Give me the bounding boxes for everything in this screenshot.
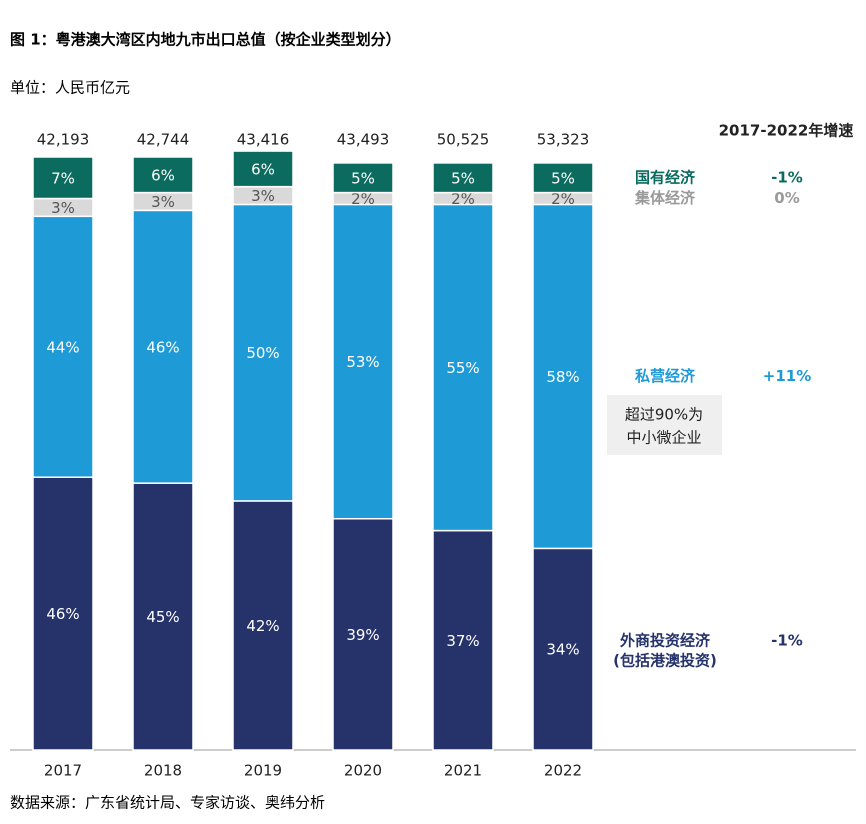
bar-segment: [232, 500, 294, 751]
value-label: 3%: [251, 187, 275, 205]
annotation: 超过90%为: [625, 406, 703, 424]
bar-segment: [232, 203, 294, 502]
value-label: 3%: [51, 199, 75, 217]
total-label: 42,744: [137, 131, 190, 149]
value-label: 6%: [151, 166, 175, 184]
bar-segment: [432, 162, 494, 194]
legend-note: (包括港澳投资): [613, 652, 717, 670]
value-label: 39%: [346, 626, 379, 644]
total-label: 43,493: [337, 131, 390, 149]
legend-label: 私营经济: [634, 367, 696, 385]
growth-label: 0%: [774, 189, 799, 207]
bar-segment: [532, 203, 594, 550]
bar-segment: [332, 517, 394, 751]
value-label: 45%: [146, 608, 179, 626]
value-label: 58%: [546, 368, 579, 386]
bar-segment: [32, 156, 94, 200]
value-label: 44%: [46, 338, 79, 356]
bar-segment: [132, 482, 194, 751]
legend-label: 国有经济: [635, 168, 696, 186]
total-label: 50,525: [437, 131, 490, 149]
chart-subtitle: 单位：人民币亿元: [10, 79, 130, 97]
bar-segment: [432, 529, 494, 751]
x-tick-label: 2018: [144, 762, 182, 780]
value-label: 42%: [246, 617, 279, 635]
bar-segment: [32, 476, 94, 751]
total-label: 42,193: [37, 131, 90, 149]
bar-segment: [132, 209, 194, 484]
bar-segment: [32, 215, 94, 478]
chart-title: 图 1：粤港澳大湾区内地九市出口总值（按企业类型划分）: [10, 31, 401, 49]
bar-segment: [132, 156, 194, 194]
annotation: 中小微企业: [626, 429, 701, 447]
x-tick-label: 2021: [444, 762, 482, 780]
value-label: 34%: [546, 641, 579, 659]
value-label: 5%: [551, 169, 575, 187]
growth-label: +11%: [763, 367, 811, 385]
annotation-box: [607, 395, 722, 455]
x-tick-label: 2017: [44, 762, 82, 780]
value-label: 7%: [51, 169, 75, 187]
legend-label: 外商投资经济: [619, 632, 711, 650]
legend-label: 集体经济: [634, 189, 696, 207]
bar-segment: [332, 162, 394, 194]
value-label: 37%: [446, 632, 479, 650]
bar-segment: [432, 203, 494, 532]
bar-segment: [532, 547, 594, 751]
bar-segment: [532, 162, 594, 194]
value-label: 2%: [351, 190, 375, 208]
value-label: 46%: [46, 605, 79, 623]
x-tick-label: 2022: [544, 762, 582, 780]
total-label: 53,323: [537, 131, 590, 149]
value-label: 50%: [246, 344, 279, 362]
growth-label: -1%: [771, 168, 803, 186]
total-label: 43,416: [237, 131, 290, 149]
source: 数据来源：广东省统计局、专家访谈、奥纬分析: [10, 794, 325, 812]
value-label: 55%: [446, 359, 479, 377]
x-tick-label: 2020: [344, 762, 382, 780]
x-tick-label: 2019: [244, 762, 282, 780]
value-label: 5%: [351, 169, 375, 187]
value-label: 3%: [151, 193, 175, 211]
value-label: 5%: [451, 169, 475, 187]
value-label: 2%: [451, 190, 475, 208]
value-label: 6%: [251, 160, 275, 178]
bar-segment: [232, 150, 294, 188]
value-label: 53%: [346, 353, 379, 371]
growth-label: -1%: [771, 632, 803, 650]
value-label: 46%: [146, 338, 179, 356]
value-label: 2%: [551, 190, 575, 208]
growth-header: 2017-2022年增速: [719, 122, 854, 140]
